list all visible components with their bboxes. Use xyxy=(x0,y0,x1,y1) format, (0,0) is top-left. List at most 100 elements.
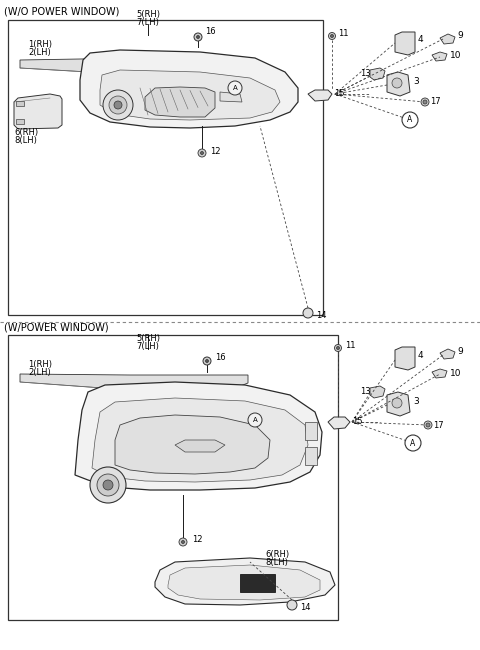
Circle shape xyxy=(109,96,127,114)
Polygon shape xyxy=(14,94,62,129)
Circle shape xyxy=(205,359,208,363)
Text: 13: 13 xyxy=(360,68,371,77)
Polygon shape xyxy=(20,374,248,390)
Polygon shape xyxy=(75,382,322,490)
Bar xyxy=(16,119,24,124)
Text: 1(RH): 1(RH) xyxy=(28,40,52,49)
Text: 6(RH): 6(RH) xyxy=(14,127,38,136)
Text: 2(LH): 2(LH) xyxy=(28,47,51,57)
Text: 2(LH): 2(LH) xyxy=(28,369,51,378)
Bar xyxy=(8,335,338,620)
Circle shape xyxy=(328,32,336,40)
Text: 4: 4 xyxy=(418,350,424,359)
Circle shape xyxy=(90,467,126,503)
Text: 14: 14 xyxy=(316,311,326,320)
Polygon shape xyxy=(145,87,215,117)
Circle shape xyxy=(392,398,402,408)
Circle shape xyxy=(201,151,204,155)
Bar xyxy=(305,422,317,440)
Text: 15: 15 xyxy=(352,417,362,426)
Text: (W/POWER WINDOW): (W/POWER WINDOW) xyxy=(4,323,108,333)
Circle shape xyxy=(181,541,184,543)
Text: A: A xyxy=(410,439,416,447)
Circle shape xyxy=(194,33,202,41)
Text: 9: 9 xyxy=(457,31,463,40)
Circle shape xyxy=(103,90,133,120)
Polygon shape xyxy=(440,349,455,359)
Polygon shape xyxy=(432,52,447,61)
Text: 16: 16 xyxy=(205,27,216,36)
Polygon shape xyxy=(328,417,350,429)
Circle shape xyxy=(405,435,421,451)
Polygon shape xyxy=(175,440,225,452)
Circle shape xyxy=(303,308,313,318)
Circle shape xyxy=(103,480,113,490)
Polygon shape xyxy=(20,58,255,75)
Text: 3: 3 xyxy=(413,398,419,406)
Text: 3: 3 xyxy=(413,77,419,86)
Polygon shape xyxy=(395,32,415,55)
Text: 10: 10 xyxy=(450,51,461,60)
Text: 7(LH): 7(LH) xyxy=(137,341,159,350)
Text: 13: 13 xyxy=(360,387,371,395)
Polygon shape xyxy=(440,34,455,44)
Polygon shape xyxy=(168,565,320,600)
Circle shape xyxy=(335,344,341,352)
Polygon shape xyxy=(395,347,415,370)
Circle shape xyxy=(97,474,119,496)
Text: 8(LH): 8(LH) xyxy=(265,558,288,567)
Polygon shape xyxy=(370,68,385,80)
Text: 9: 9 xyxy=(457,346,463,356)
Circle shape xyxy=(331,34,334,38)
Text: 14: 14 xyxy=(300,603,311,612)
Text: 17: 17 xyxy=(433,421,444,430)
Polygon shape xyxy=(387,392,410,416)
Text: A: A xyxy=(252,417,257,423)
Circle shape xyxy=(196,36,200,38)
Polygon shape xyxy=(387,72,410,96)
Polygon shape xyxy=(155,558,335,605)
Polygon shape xyxy=(92,398,308,482)
Text: 11: 11 xyxy=(345,341,356,350)
Circle shape xyxy=(248,413,262,427)
Polygon shape xyxy=(308,90,332,101)
Circle shape xyxy=(421,98,429,106)
Circle shape xyxy=(228,81,242,95)
Circle shape xyxy=(336,346,339,350)
Circle shape xyxy=(114,101,122,109)
Bar xyxy=(16,101,24,106)
Text: 1(RH): 1(RH) xyxy=(28,361,52,369)
Circle shape xyxy=(198,149,206,157)
Text: 12: 12 xyxy=(192,536,203,545)
Text: 17: 17 xyxy=(430,98,441,107)
Polygon shape xyxy=(115,415,270,474)
Polygon shape xyxy=(370,386,385,398)
Text: 5(RH): 5(RH) xyxy=(136,333,160,343)
Text: (W/O POWER WINDOW): (W/O POWER WINDOW) xyxy=(4,7,120,17)
Circle shape xyxy=(402,112,418,128)
Text: A: A xyxy=(233,85,238,91)
Bar xyxy=(8,20,323,315)
Polygon shape xyxy=(220,92,242,102)
Text: 5(RH): 5(RH) xyxy=(136,10,160,18)
Circle shape xyxy=(392,78,402,88)
Bar xyxy=(240,574,275,592)
Text: 7(LH): 7(LH) xyxy=(137,18,159,27)
Circle shape xyxy=(423,100,427,104)
Circle shape xyxy=(424,421,432,429)
Text: 6(RH): 6(RH) xyxy=(265,551,289,560)
Text: 12: 12 xyxy=(210,148,220,157)
Bar xyxy=(305,447,317,465)
Polygon shape xyxy=(100,70,280,120)
Circle shape xyxy=(203,357,211,365)
Text: 10: 10 xyxy=(450,369,461,378)
Circle shape xyxy=(287,600,297,610)
Text: 16: 16 xyxy=(215,352,226,361)
Circle shape xyxy=(179,538,187,546)
Circle shape xyxy=(426,423,430,427)
Text: 8(LH): 8(LH) xyxy=(14,135,37,144)
Polygon shape xyxy=(80,50,298,128)
Text: A: A xyxy=(408,116,413,125)
Polygon shape xyxy=(432,369,447,378)
Text: 11: 11 xyxy=(338,29,348,38)
